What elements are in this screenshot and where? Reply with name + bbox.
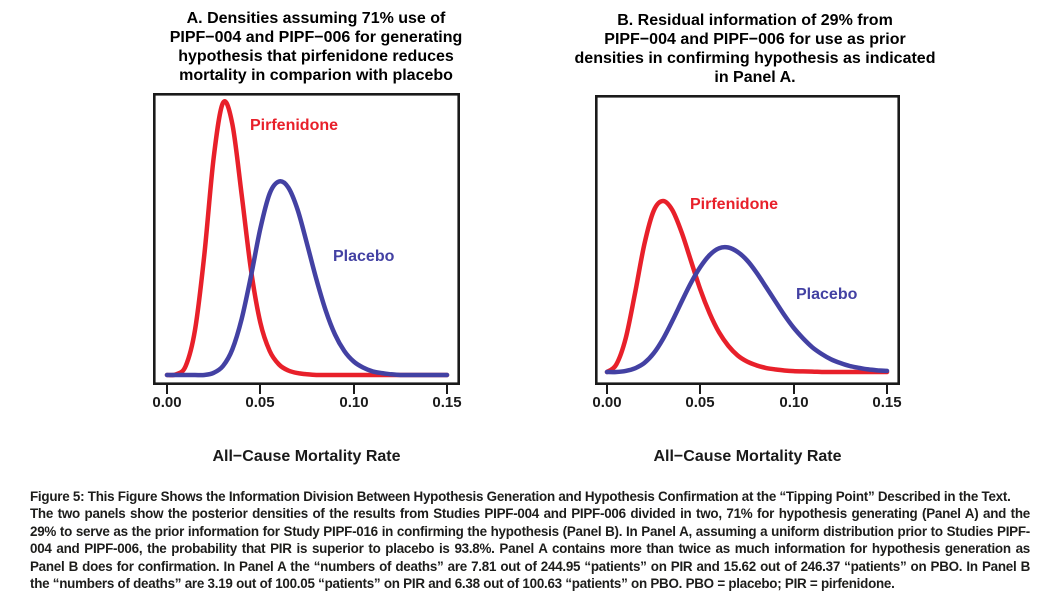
placebo-density-curve xyxy=(164,179,450,378)
panel-b-density-chart xyxy=(594,94,900,385)
x-axis-tick xyxy=(166,385,168,394)
pirfenidone-curve-label: Pirfenidone xyxy=(690,196,779,213)
x-tick-label: 0.10 xyxy=(779,394,809,411)
figure-number: Figure 5: xyxy=(30,489,85,504)
x-axis-tick xyxy=(793,385,795,394)
placebo-curve-label: Placebo xyxy=(796,286,858,303)
panel-a-plot: 0.00 0.05 0.10 0.15 Pirfenidone Placebo … xyxy=(152,92,462,465)
pirfenidone-curve-label: Pirfenidone xyxy=(250,117,339,134)
x-axis-tick xyxy=(353,385,355,394)
x-tick-label: 0.05 xyxy=(245,394,275,411)
figure-caption-body: The two panels show the posterior densit… xyxy=(30,506,1030,592)
x-axis-title: All−Cause Mortality Rate xyxy=(653,448,842,465)
panel-a-title-line-3: hypothesis that pirfenidone reduces xyxy=(178,48,454,65)
x-tick-label: 0.00 xyxy=(152,394,182,411)
x-tick-label: 0.10 xyxy=(339,394,369,411)
x-axis-tick xyxy=(446,385,448,394)
x-axis-tick xyxy=(259,385,261,394)
placebo-curve-label: Placebo xyxy=(333,248,395,265)
figure-caption: Figure 5: This Figure Shows the Informat… xyxy=(30,488,1030,592)
figure-caption-title: This Figure Shows the Information Divisi… xyxy=(84,489,1011,504)
x-axis-title: All−Cause Mortality Rate xyxy=(212,448,401,465)
panel-a-title-line-4: mortality in comparion with placebo xyxy=(179,67,453,84)
pirfenidone-density-curve xyxy=(604,198,890,375)
panel-b-title-line-4: in Panel A. xyxy=(714,69,796,86)
plot-frame xyxy=(594,94,900,385)
x-axis-tick xyxy=(886,385,888,394)
panel-a-title-line-1: A. Densities assuming 71% use of xyxy=(186,10,446,27)
panel-b-title-line-1: B. Residual information of 29% from xyxy=(617,12,893,29)
x-tick-label: 0.00 xyxy=(592,394,622,411)
panel-b-plot: 0.00 0.05 0.10 0.15 Pirfenidone Placebo … xyxy=(592,94,902,465)
panel-b-title-line-3: densities in confirming hypothesis as in… xyxy=(574,50,936,67)
x-tick-label: 0.15 xyxy=(872,394,902,411)
panel-a-title-line-2: PIPF−004 and PIPF−006 for generating xyxy=(169,29,463,46)
x-axis-tick xyxy=(699,385,701,394)
placebo-density-curve xyxy=(604,244,890,375)
panel-b-title-line-2: PIPF−004 and PIPF−006 for use as prior xyxy=(604,31,906,48)
figure-caption-headline: Figure 5: This Figure Shows the Informat… xyxy=(30,488,1030,505)
panel-b-title: B. Residual information of 29% from PIPF… xyxy=(560,11,950,87)
x-axis-tick xyxy=(606,385,608,394)
x-tick-label: 0.15 xyxy=(432,394,462,411)
panel-a-title: A. Densities assuming 71% use of PIPF−00… xyxy=(126,9,506,85)
panel-a-density-chart xyxy=(152,92,460,385)
x-tick-label: 0.05 xyxy=(685,394,715,411)
